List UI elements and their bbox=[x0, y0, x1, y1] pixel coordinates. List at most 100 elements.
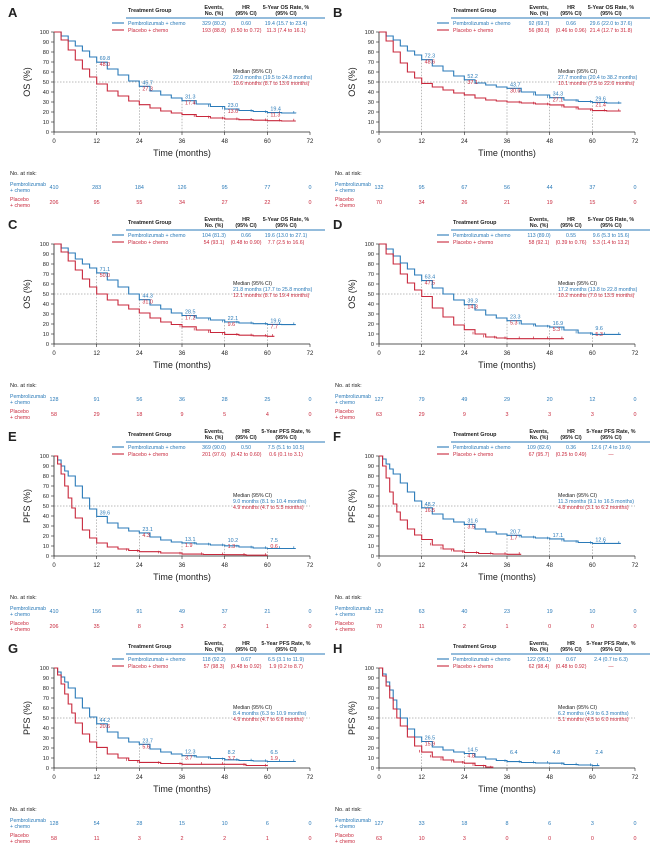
legend-header-hr-sub: (95% CI) bbox=[235, 223, 256, 229]
pembro-legend-label: Pembrolizumab + chemo bbox=[453, 233, 511, 239]
panel-letter: B bbox=[333, 5, 342, 20]
placebo-at-risk-count: 5 bbox=[223, 412, 226, 418]
pembro-at-risk-count: 184 bbox=[135, 185, 144, 191]
y-tick-label: 40 bbox=[43, 302, 49, 308]
placebo-legend-label: Placebo + chemo bbox=[453, 28, 493, 34]
y-tick-label: 100 bbox=[365, 666, 374, 672]
y-tick-label: 40 bbox=[368, 90, 374, 96]
placebo-legend-label: Placebo + chemo bbox=[128, 240, 168, 246]
pembro-median-value: 11.3 months (9.1 to 16.5 months) bbox=[558, 499, 634, 505]
placebo-km-curve bbox=[379, 243, 564, 340]
median-title: Median (95% CI) bbox=[558, 705, 597, 711]
pembro-legend-label: Pembrolizumab + chemo bbox=[128, 21, 186, 27]
legend-header-rate-sub: (95% CI) bbox=[275, 223, 296, 229]
pembro-at-risk-label: Pembrolizumab bbox=[335, 818, 371, 824]
pembro-legend-label: Pembrolizumab + chemo bbox=[128, 233, 186, 239]
pembro-at-risk-count: 8 bbox=[506, 821, 509, 827]
y-tick-label: 20 bbox=[43, 746, 49, 752]
y-tick-label: 90 bbox=[43, 464, 49, 470]
placebo-legend-events: 56 (80.0) bbox=[529, 28, 550, 34]
pembro-at-risk-label-sub: + chemo bbox=[10, 612, 30, 618]
placebo-at-risk-count: 63 bbox=[376, 836, 382, 842]
panel-letter: C bbox=[8, 217, 18, 232]
pembro-milestone-value: 6.4 bbox=[510, 750, 518, 756]
legend-header-group: Treatment Group bbox=[453, 220, 497, 226]
placebo-at-risk-label: Placebo bbox=[10, 409, 29, 415]
pembro-at-risk-count: 36 bbox=[179, 397, 185, 403]
y-tick-label: 10 bbox=[43, 332, 49, 338]
legend-header-hr-sub: (95% CI) bbox=[235, 647, 256, 653]
pembro-at-risk-label-sub: + chemo bbox=[335, 400, 355, 406]
pembro-milestone-value: 17.1 bbox=[553, 533, 564, 539]
x-tick-label: 36 bbox=[179, 139, 186, 145]
panel-letter: A bbox=[8, 5, 18, 20]
legend-header-rate-sub: (95% CI) bbox=[275, 11, 296, 17]
y-tick-label: 60 bbox=[43, 282, 49, 288]
placebo-milestone-value: 0.6 bbox=[270, 544, 278, 550]
x-axis-label: Time (months) bbox=[478, 360, 536, 370]
pembro-legend-label: Pembrolizumab + chemo bbox=[453, 21, 511, 27]
x-axis-label: Time (months) bbox=[478, 572, 536, 582]
placebo-km-curve bbox=[379, 31, 621, 112]
y-tick-label: 20 bbox=[43, 534, 49, 540]
placebo-milestone-value: 17.4 bbox=[185, 101, 196, 107]
placebo-at-risk-count: 26 bbox=[461, 200, 467, 206]
pembro-at-risk-label-sub: + chemo bbox=[335, 612, 355, 618]
placebo-at-risk-count: 2 bbox=[181, 836, 184, 842]
pembro-at-risk-count: 3 bbox=[591, 821, 594, 827]
pembro-at-risk-label: Pembrolizumab bbox=[10, 394, 46, 400]
legend-header-hr-sub: (95% CI) bbox=[560, 223, 581, 229]
placebo-at-risk-count: 1 bbox=[266, 836, 269, 842]
y-tick-label: 70 bbox=[368, 484, 374, 490]
pembro-milestone-value: 63.4 bbox=[425, 275, 436, 281]
legend-header-events: Events, bbox=[204, 217, 224, 223]
pembro-at-risk-count: 156 bbox=[92, 609, 101, 615]
pembro-at-risk-count: 67 bbox=[461, 185, 467, 191]
pembro-milestone-value: 26.5 bbox=[425, 736, 436, 742]
pembro-km-curve bbox=[379, 31, 622, 104]
placebo-legend-events: 62 (98.4) bbox=[529, 664, 550, 670]
y-tick-label: 30 bbox=[368, 100, 374, 106]
at-risk-label: No. at risk: bbox=[10, 383, 37, 389]
y-tick-label: 10 bbox=[368, 332, 374, 338]
placebo-at-risk-count: 11 bbox=[419, 624, 425, 630]
pembro-milestone-value: 20.7 bbox=[510, 529, 521, 535]
y-tick-label: 60 bbox=[43, 706, 49, 712]
pembro-at-risk-count: 49 bbox=[461, 397, 467, 403]
pembro-milestone-value: 19.4 bbox=[270, 107, 281, 113]
pembro-milestone-value: 10.2 bbox=[228, 538, 239, 544]
x-tick-label: 24 bbox=[461, 563, 468, 569]
placebo-legend-label: Placebo + chemo bbox=[453, 664, 493, 670]
y-tick-label: 100 bbox=[365, 242, 374, 248]
pembro-at-risk-count: 95 bbox=[222, 185, 228, 191]
placebo-at-risk-count: 95 bbox=[94, 200, 100, 206]
placebo-legend-events: 54 (93.1) bbox=[204, 240, 225, 246]
placebo-milestone-value: 11.3 bbox=[270, 113, 280, 119]
y-tick-label: 50 bbox=[368, 292, 374, 298]
x-tick-label: 24 bbox=[136, 563, 143, 569]
pembro-milestone-value: 4.8 bbox=[553, 750, 561, 756]
y-tick-label: 60 bbox=[368, 282, 374, 288]
pembro-legend-events: 104 (81.3) bbox=[202, 233, 226, 239]
legend-header-group: Treatment Group bbox=[453, 8, 497, 14]
pembro-km-curve bbox=[54, 31, 297, 114]
pembro-at-risk-count: 56 bbox=[504, 185, 510, 191]
pembro-at-risk-count: 410 bbox=[50, 609, 59, 615]
placebo-legend-hr: (0.25 to 0.49) bbox=[556, 452, 587, 458]
placebo-milestone-value: 30.0 bbox=[510, 88, 521, 94]
placebo-at-risk-count: 2 bbox=[223, 624, 226, 630]
placebo-km-curve bbox=[54, 667, 268, 767]
placebo-legend-rate: — bbox=[608, 664, 614, 670]
placebo-legend-events: 57 (98.3) bbox=[204, 664, 225, 670]
legend-header-events: Events, bbox=[529, 429, 549, 435]
placebo-milestone-value: 20.6 bbox=[100, 724, 111, 730]
placebo-legend-hr: (0.48 to 0.92) bbox=[556, 664, 587, 670]
y-tick-label: 100 bbox=[40, 666, 49, 672]
placebo-at-risk-count: 3 bbox=[463, 836, 466, 842]
y-axis-label: OS (%) bbox=[347, 67, 357, 97]
at-risk-label: No. at risk: bbox=[10, 807, 37, 813]
placebo-at-risk-count: 4 bbox=[266, 412, 269, 418]
pembro-at-risk-count: 18 bbox=[461, 821, 467, 827]
pembro-milestone-value: 28.5 bbox=[185, 310, 196, 316]
